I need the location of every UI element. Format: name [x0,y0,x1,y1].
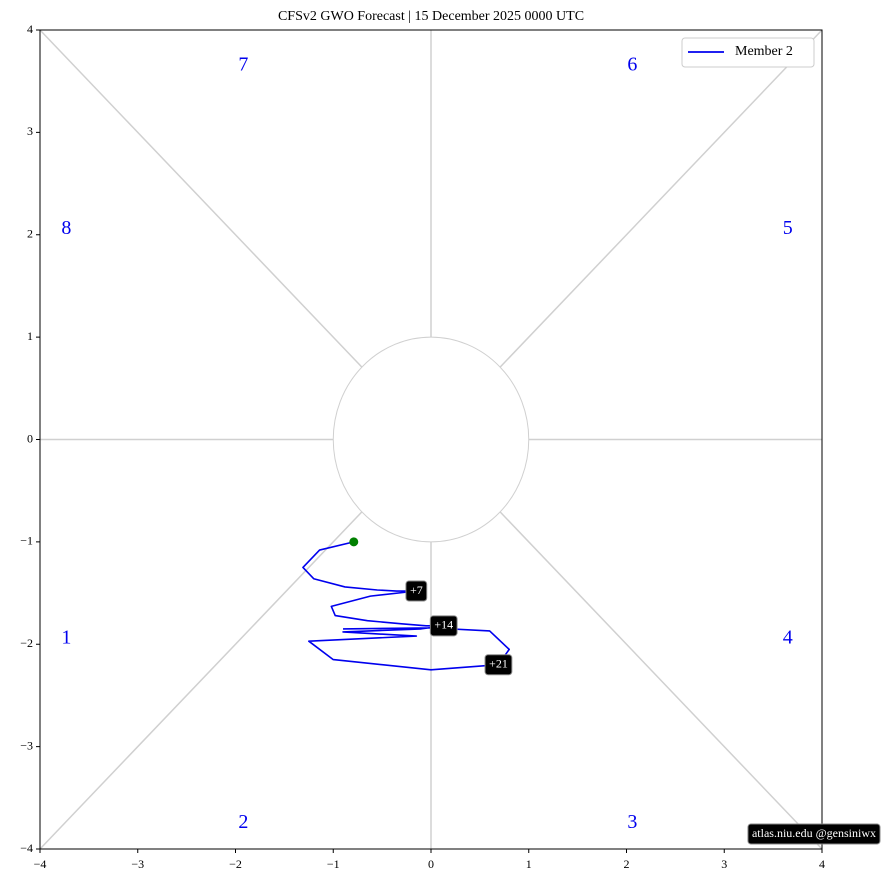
x-tick-label: 3 [721,857,727,871]
phase-divider [39,511,363,850]
phase-label: 7 [238,53,248,75]
y-tick-label: −1 [20,534,33,548]
chart-title: CFSv2 GWO Forecast | 15 December 2025 00… [278,9,584,24]
y-tick-label: −4 [20,841,33,855]
annotation-box [405,580,428,602]
watermark: atlas.niu.edu @gensiniwx [747,823,881,845]
y-tick-label: 2 [27,227,33,241]
start-point [349,537,359,547]
trajectory [302,541,511,671]
annotation-box [484,654,513,676]
unit-circle [332,336,530,543]
phase-label: 5 [783,217,793,239]
annotation: +7 [405,580,428,602]
y-tick-label: 3 [27,124,33,138]
watermark-box [747,823,881,845]
x-tick-label: −4 [34,857,47,871]
x-tick-label: −2 [229,857,242,871]
x-tick-label: 1 [526,857,532,871]
y-tick-label: −2 [20,636,33,650]
x-tick-label: −1 [327,857,340,871]
annotation: +14 [429,615,458,637]
y-tick-label: 1 [27,329,33,343]
phase-label: 6 [627,53,637,75]
annotation-text: +14 [434,618,453,632]
annotation-box [429,615,458,637]
y-tick-label: 0 [27,431,33,445]
phase-divider [39,29,363,368]
x-tick-label: 4 [819,857,825,871]
annotation-text: +21 [489,656,508,670]
x-tick-label: 0 [428,857,434,871]
x-tick-label: 2 [624,857,630,871]
watermark-text: atlas.niu.edu @gensiniwx [752,826,876,840]
phase-divider [499,511,823,850]
y-tick-label: −3 [20,738,33,752]
phase-label: 8 [61,217,71,239]
y-tick-label: 4 [27,22,33,36]
phase-label: 2 [238,811,248,833]
phase-label: 1 [61,627,71,649]
annotation: +21 [484,654,513,676]
legend-label: Member 2 [735,44,793,59]
phase-label: 3 [627,811,637,833]
phase-divider [499,29,823,368]
phase-label: 4 [783,627,793,649]
x-tick-label: −3 [131,857,144,871]
legend-box [681,37,815,68]
annotation-text: +7 [410,583,423,597]
